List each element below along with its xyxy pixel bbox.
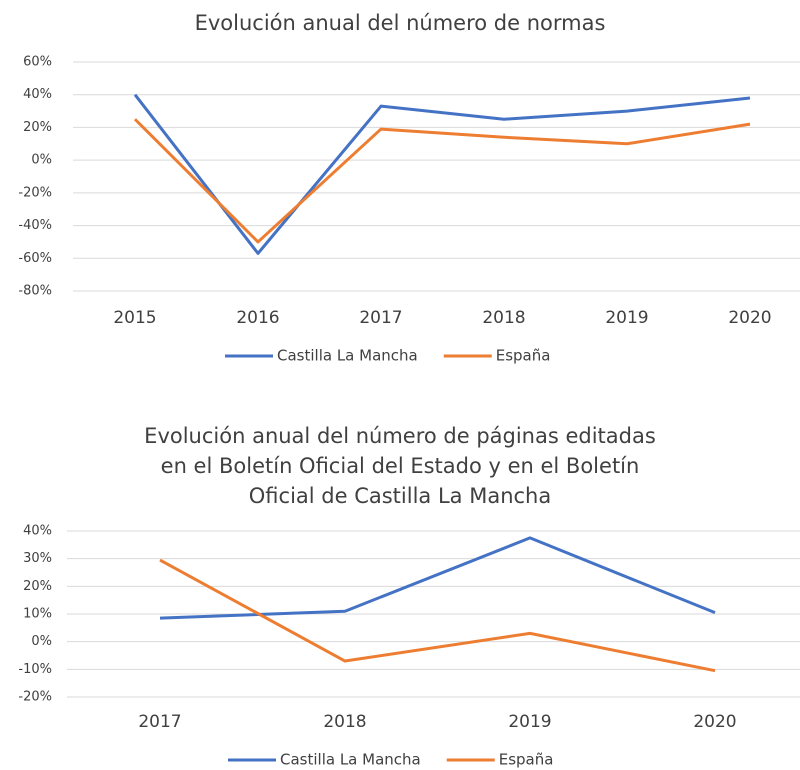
x-tick-label: 2018 [323, 712, 366, 732]
y-tick-label: 0% [31, 634, 52, 649]
legend-label: España [499, 751, 554, 769]
y-tick-label: -20% [18, 185, 52, 200]
y-tick-label: 40% [23, 87, 52, 102]
x-tick-label: 2019 [508, 712, 551, 732]
y-tick-label: 0% [31, 153, 52, 168]
x-tick-label: 2016 [236, 308, 279, 328]
y-tick-label: 30% [23, 551, 52, 566]
x-tick-label: 2018 [482, 308, 525, 328]
y-tick-label: 20% [23, 120, 52, 135]
series-line [159, 536, 716, 620]
chart-title: en el Boletín Oficial del Estado y en el… [161, 454, 640, 478]
x-tick-label: 2020 [728, 308, 771, 328]
legend-label: España [496, 347, 551, 365]
x-tick-label: 2015 [113, 308, 156, 328]
chart-title: Oficial de Castilla La Mancha [249, 484, 551, 508]
y-tick-label: -10% [18, 662, 52, 677]
chart-title: Evolución anual del número de páginas ed… [144, 424, 656, 448]
legend-label: Castilla La Mancha [280, 751, 421, 769]
y-tick-label: 40% [23, 524, 52, 539]
y-tick-label: -60% [18, 251, 52, 266]
series-line [133, 118, 751, 244]
y-tick-label: -20% [18, 690, 52, 705]
y-tick-label: 20% [23, 579, 52, 594]
y-tick-label: 10% [23, 607, 52, 622]
legend-label: Castilla La Mancha [277, 347, 418, 365]
y-tick-label: -40% [18, 218, 52, 233]
x-tick-label: 2020 [693, 712, 736, 732]
series-line [159, 558, 716, 673]
x-tick-label: 2019 [605, 308, 648, 328]
x-tick-label: 2017 [359, 308, 402, 328]
y-tick-label: -80% [18, 284, 52, 299]
chart-title: Evolución anual del número de normas [195, 11, 606, 35]
y-tick-label: 60% [23, 55, 52, 70]
x-tick-label: 2017 [138, 712, 181, 732]
series-line [133, 93, 751, 255]
